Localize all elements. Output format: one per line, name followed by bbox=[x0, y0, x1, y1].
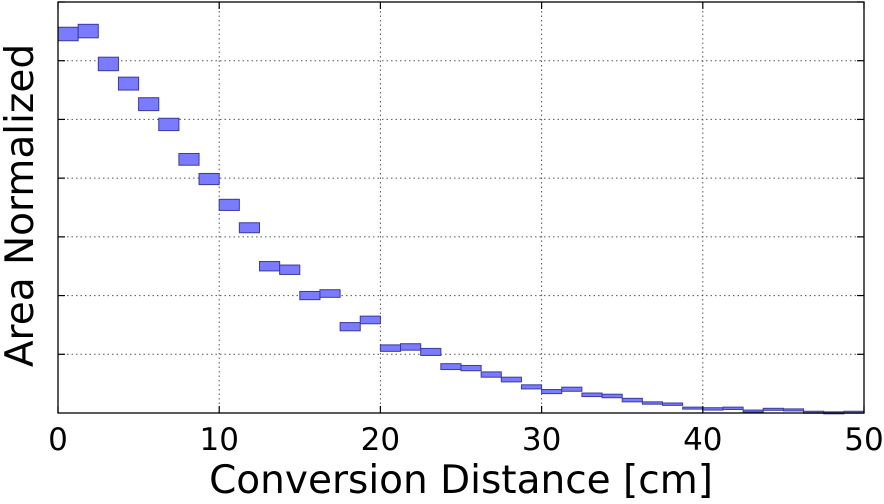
error-box bbox=[77, 23, 99, 39]
x-tick-label: 0 bbox=[48, 422, 68, 458]
error-box bbox=[259, 261, 281, 272]
axis-ticks bbox=[57, 1, 865, 413]
error-box bbox=[279, 264, 301, 275]
error-box bbox=[500, 376, 522, 383]
error-box bbox=[561, 386, 583, 392]
x-tick-label: 50 bbox=[844, 422, 883, 458]
x-tick-label: 30 bbox=[522, 422, 561, 458]
error-box bbox=[359, 315, 381, 325]
error-box bbox=[117, 76, 140, 91]
error-box bbox=[138, 97, 160, 112]
error-box bbox=[299, 290, 321, 301]
x-tick-label: 20 bbox=[361, 422, 400, 458]
error-box bbox=[57, 26, 79, 42]
error-box bbox=[722, 406, 744, 410]
error-box bbox=[379, 344, 402, 352]
error-box bbox=[420, 347, 442, 356]
error-box bbox=[440, 363, 462, 371]
error-box bbox=[641, 401, 663, 405]
error-box bbox=[520, 384, 543, 390]
error-box bbox=[541, 389, 563, 395]
error-box bbox=[97, 56, 119, 72]
x-axis-label: Conversion Distance [cm] bbox=[209, 458, 713, 500]
y-axis-label: Area Normalized bbox=[0, 44, 43, 367]
plot-frame bbox=[57, 1, 865, 414]
error-box bbox=[198, 172, 220, 186]
x-tick-labels: 0 10 20 30 40 50 bbox=[48, 422, 884, 458]
error-box bbox=[601, 393, 623, 399]
error-box bbox=[742, 409, 764, 413]
error-box bbox=[621, 397, 643, 403]
error-box bbox=[581, 392, 603, 398]
error-box bbox=[702, 407, 724, 411]
error-box bbox=[178, 152, 200, 166]
error-box bbox=[238, 222, 261, 234]
error-box bbox=[319, 289, 341, 298]
error-box bbox=[400, 343, 422, 351]
error-box bbox=[158, 117, 180, 132]
error-box bbox=[218, 198, 240, 211]
error-box bbox=[662, 402, 684, 406]
x-tick-label: 10 bbox=[199, 422, 238, 458]
error-box bbox=[682, 406, 704, 410]
error-box bbox=[339, 322, 361, 332]
x-tick-label: 40 bbox=[683, 422, 722, 458]
error-box bbox=[480, 371, 502, 378]
error-box bbox=[762, 407, 784, 411]
error-boxes bbox=[57, 23, 865, 415]
error-box bbox=[460, 364, 482, 372]
error-box bbox=[782, 408, 805, 412]
